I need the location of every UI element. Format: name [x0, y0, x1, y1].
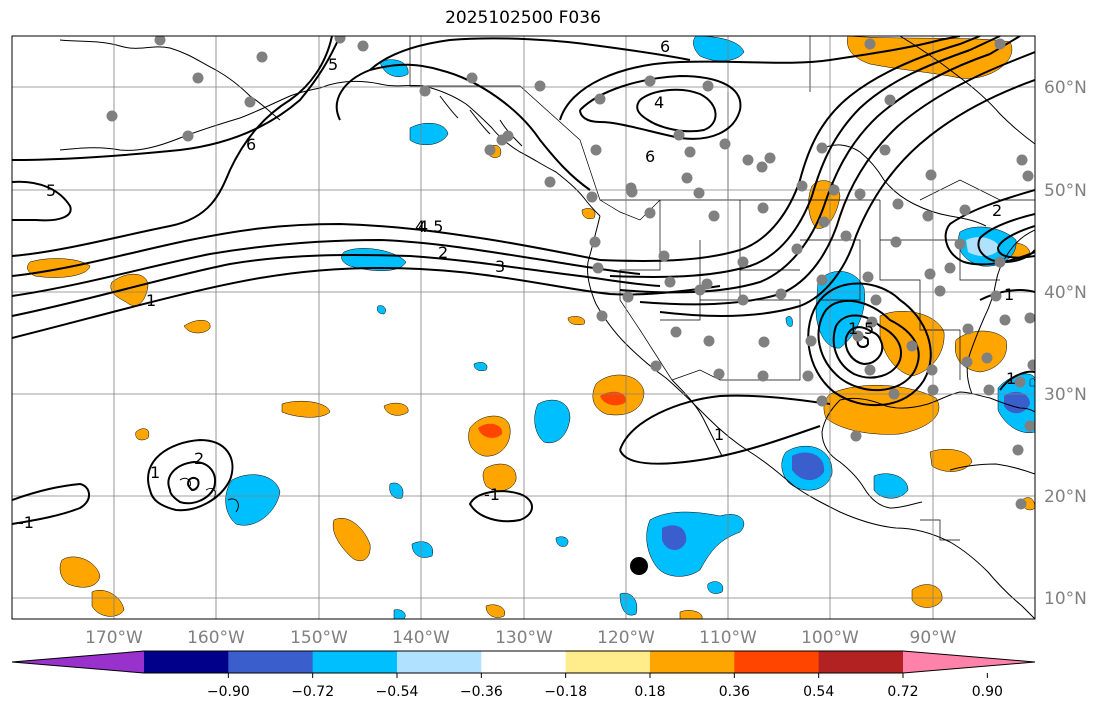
colorbar — [11, 650, 1036, 674]
longitude-labels: 170°W 160°W 150°W 140°W 130°W 120°W 110°… — [85, 628, 957, 648]
svg-text:120°W: 120°W — [597, 628, 655, 648]
svg-text:5: 5 — [328, 55, 338, 74]
colorbar-segment — [818, 651, 904, 673]
colorbar-segment — [650, 651, 735, 673]
svg-text:10°N: 10°N — [1044, 589, 1087, 609]
colorbar-tick-label: 0.54 — [803, 684, 834, 700]
svg-text:170°W: 170°W — [85, 628, 143, 648]
svg-text:1: 1 — [714, 425, 724, 444]
svg-text:-1: -1 — [18, 513, 34, 532]
colorbar-tick-label: −0.36 — [460, 684, 503, 700]
map-frame — [11, 35, 1036, 620]
svg-text:100°W: 100°W — [801, 628, 859, 648]
colorbar-tick-label: 0.36 — [719, 684, 750, 700]
svg-text:5: 5 — [46, 181, 56, 200]
colorbar-segment — [565, 651, 651, 673]
svg-text:3: 3 — [495, 257, 505, 276]
anomaly-shading — [27, 36, 1035, 619]
svg-text:1: 1 — [1006, 369, 1016, 388]
svg-text:60°N: 60°N — [1044, 78, 1087, 98]
svg-text:6: 6 — [645, 147, 655, 166]
contour-labels: 6 4 6 6 5 5 4.5 4 2 3 1 2 1 1 1 5 1 2 1 — [46, 37, 1016, 482]
svg-text:140°W: 140°W — [392, 628, 450, 648]
svg-text:5: 5 — [864, 319, 874, 338]
colorbar-outline — [11, 650, 1036, 674]
svg-text:130°W: 130°W — [495, 628, 553, 648]
svg-text:1: 1 — [150, 463, 160, 482]
svg-text:2: 2 — [438, 243, 448, 262]
colorbar-tick-label: 0.18 — [634, 684, 665, 700]
contour-labels-extra: -1 -1 — [18, 485, 500, 532]
storm-position-marker — [630, 557, 648, 575]
svg-text:1: 1 — [1004, 285, 1014, 304]
colorbar-tick-labels: −0.90 −0.72 −0.54 −0.36 −0.18 0.18 0.36 0.54 0.7… — [207, 673, 1003, 700]
svg-text:20°N: 20°N — [1044, 487, 1087, 507]
colorbar-segment — [144, 651, 229, 673]
svg-text:4: 4 — [415, 217, 425, 236]
svg-text:2: 2 — [992, 201, 1002, 220]
colorbar-segment — [734, 651, 820, 673]
svg-text:1: 1 — [146, 291, 156, 310]
height-contours — [12, 36, 1035, 525]
svg-text:90°W: 90°W — [910, 628, 957, 648]
colorbar-extend-low — [12, 651, 144, 673]
svg-text:-1: -1 — [484, 485, 500, 504]
svg-text:150°W: 150°W — [290, 628, 348, 648]
station-dots — [106, 36, 1035, 510]
svg-text:160°W: 160°W — [187, 628, 245, 648]
colorbar-tick-label: 0.90 — [972, 684, 1003, 700]
svg-text:50°N: 50°N — [1044, 181, 1087, 201]
svg-text:4: 4 — [654, 93, 664, 112]
svg-text:40°N: 40°N — [1044, 283, 1087, 303]
svg-text:6: 6 — [246, 135, 256, 154]
colorbar-tick-label: −0.90 — [207, 684, 250, 700]
svg-text:2: 2 — [194, 449, 204, 468]
svg-text:110°W: 110°W — [699, 628, 757, 648]
svg-text:1: 1 — [848, 319, 858, 338]
colorbar-tick-label: −0.18 — [544, 684, 587, 700]
colorbar-segment — [397, 651, 482, 673]
svg-text:6: 6 — [660, 37, 670, 56]
colorbar-tick-label: 0.72 — [887, 684, 918, 700]
latitude-labels: 60°N 50°N 40°N 30°N 20°N 10°N — [1044, 78, 1087, 609]
colorbar-tick-label: −0.54 — [376, 684, 419, 700]
svg-text:4.5: 4.5 — [418, 217, 443, 236]
colorbar-extend-high — [903, 651, 1035, 673]
colorbar-segment — [228, 651, 314, 673]
svg-text:30°N: 30°N — [1044, 385, 1087, 405]
colorbar-segment — [481, 651, 567, 673]
colorbar-tick-label: −0.72 — [291, 684, 334, 700]
colorbar-segment — [312, 651, 398, 673]
chart-title: 2025102500 F036 — [445, 8, 601, 28]
